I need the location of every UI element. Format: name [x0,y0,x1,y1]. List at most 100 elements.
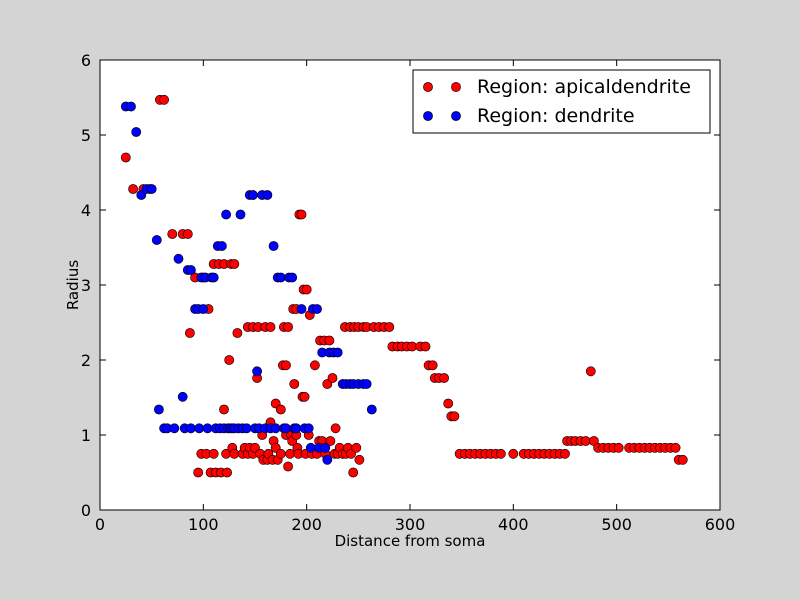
data-point [303,423,314,434]
data-point [670,442,681,453]
data-point [270,423,281,434]
y-tick-label: 3 [81,276,91,295]
data-point [301,284,312,295]
data-point [169,423,180,434]
y-axis-label: Radius [64,260,82,310]
data-point [427,360,438,371]
data-point [265,322,276,332]
data-point [613,442,624,453]
data-point [275,404,286,415]
data-point [241,423,252,434]
data-point [289,379,300,389]
x-tick-label: 300 [395,515,426,534]
data-point [208,272,219,283]
plot-area [100,60,720,510]
x-tick-label: 200 [291,515,322,534]
data-point [495,448,506,459]
legend-marker-dendrite [423,111,433,121]
data-point [268,241,279,251]
y-tick-label: 1 [81,426,91,445]
data-point [159,94,169,105]
y-tick-label: 5 [81,126,91,145]
x-axis-label: Distance from soma [335,532,486,550]
data-point [221,209,231,220]
data-point [193,467,204,478]
x-tick-label: 400 [498,515,529,534]
data-point [677,454,688,465]
legend-marker-dendrite [451,111,461,121]
data-point [247,190,258,200]
data-point [275,448,286,459]
data-point [325,436,336,446]
data-point [177,391,188,402]
data-point [443,398,454,409]
data-point [449,411,460,422]
data-point [296,209,307,220]
data-point [185,265,196,275]
data-point [202,423,213,434]
data-point [232,328,243,338]
data-point [309,360,320,371]
data-point [285,448,295,459]
x-tick-label: 600 [705,515,736,534]
ticks-layer: 0 100 200 300 400 500 600 0 1 2 3 4 5 6 [81,51,735,534]
x-tick-label: 100 [188,515,219,534]
data-point [222,467,232,478]
data-point [322,454,333,465]
data-point [580,436,591,446]
data-point [305,442,316,453]
data-point [312,304,322,314]
data-point [235,209,246,220]
data-point [320,442,331,453]
data-point [283,461,293,472]
data-point [283,322,293,332]
data-point [299,391,310,402]
data-point [560,448,570,459]
legend: Region: apicaldendrite Region: dendrite [412,69,711,134]
data-point [146,184,157,194]
data-point [585,366,596,377]
data-point [224,355,235,365]
data-point [153,404,164,415]
data-point [354,454,365,465]
data-point [194,423,205,434]
data-point [287,272,298,283]
data-point [332,347,343,358]
data-point [384,322,395,332]
data-point [182,229,193,239]
x-tick-label: 0 [95,515,105,534]
data-point [420,341,431,352]
data-point [128,184,138,194]
data-point [173,253,184,264]
legend-box [412,69,711,134]
data-point [439,373,449,383]
points-layer [120,94,688,478]
data-point [229,448,240,459]
data-point [126,101,136,112]
data-point [291,423,302,434]
data-point [281,360,291,371]
data-point [120,152,131,163]
series-dendrite [120,101,377,465]
data-point [151,235,162,245]
data-point [407,341,417,352]
y-tick-label: 2 [81,351,91,370]
data-point [198,304,209,314]
data-point [131,127,142,137]
data-point [262,190,273,200]
data-point [348,467,359,478]
data-point [366,404,377,415]
data-point [351,442,362,453]
data-point [229,259,240,269]
data-point [281,423,291,434]
data-point [327,373,338,383]
data-point [508,448,519,459]
data-point [330,423,341,434]
y-tick-label: 4 [81,201,91,220]
data-point [167,229,178,239]
legend-label-apicaldendrite: Region: apicaldendrite [477,76,691,98]
data-point [219,404,229,415]
data-point [296,304,307,314]
data-point [216,241,227,251]
